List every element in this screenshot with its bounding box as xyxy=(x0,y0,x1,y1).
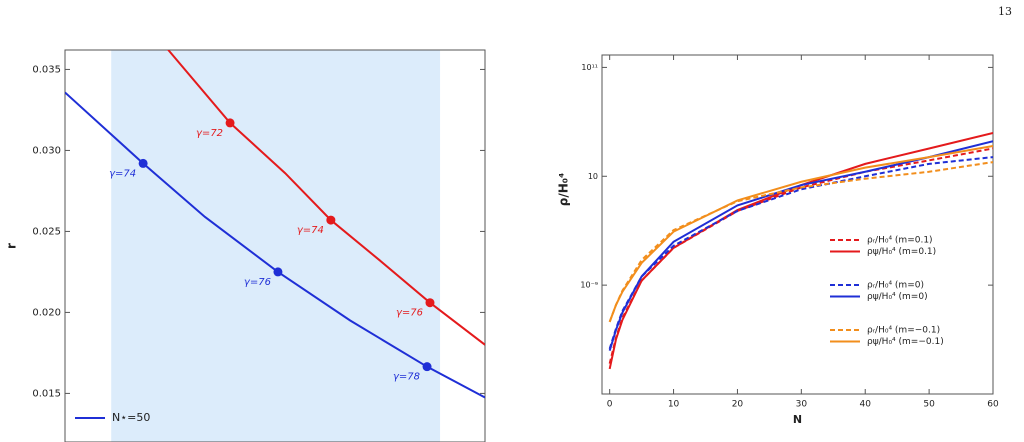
x-tick-label: 10 xyxy=(668,400,680,410)
series-line xyxy=(608,144,993,323)
point xyxy=(422,362,432,372)
page-number: 13 xyxy=(998,5,1012,18)
legend-label: ρᵣ/H₀⁴ (m=0.1) xyxy=(867,236,933,246)
plot-area xyxy=(608,131,993,370)
legend-label: ρψ/H₀⁴ (m=0.1) xyxy=(867,247,936,257)
series-line xyxy=(608,156,993,350)
plot-frame xyxy=(601,54,994,395)
y-tick-label: 10⁻⁹ xyxy=(580,281,598,290)
legend-label: ρψ/H₀⁴ (m=−0.1) xyxy=(867,337,944,347)
y-axis-label: ρ/H₀⁴ xyxy=(557,173,571,207)
point-label: γ=74 xyxy=(109,168,136,179)
point-label: γ=74 xyxy=(297,225,324,236)
plot-frame xyxy=(64,49,486,442)
point-label: γ=76 xyxy=(244,277,271,288)
x-tick-label: 0 xyxy=(607,400,613,410)
legend-label: ρψ/H₀⁴ (m=0) xyxy=(867,292,928,302)
point-label: γ=76 xyxy=(396,308,423,319)
x-axis-label: N xyxy=(793,413,802,426)
point-label: γ=72 xyxy=(196,128,223,139)
point xyxy=(326,215,336,225)
x-tick-label: 30 xyxy=(796,400,808,410)
point xyxy=(225,118,235,128)
y-tick-label: 10 xyxy=(588,172,598,181)
shaded-region xyxy=(111,50,441,442)
point xyxy=(138,158,148,168)
y-tick-label: 0.035 xyxy=(32,64,61,75)
y-tick-label: 0.025 xyxy=(32,226,61,237)
legend-label: N⋆=50 xyxy=(112,411,150,424)
x-tick-label: 20 xyxy=(732,400,744,410)
legend-label: ρᵣ/H₀⁴ (m=0) xyxy=(867,281,924,291)
x-tick-label: 60 xyxy=(987,400,999,410)
point xyxy=(273,267,283,277)
series-line xyxy=(608,131,993,370)
point-label: γ=78 xyxy=(393,372,420,383)
point xyxy=(425,298,435,308)
x-tick-label: 50 xyxy=(923,400,935,410)
y-tick-label: 0.020 xyxy=(32,307,61,318)
legend-label: ρᵣ/H₀⁴ (m=−0.1) xyxy=(867,326,940,336)
y-tick-label: 0.015 xyxy=(32,388,61,399)
y-tick-label: 0.030 xyxy=(32,145,61,156)
y-axis-label: r xyxy=(5,243,19,249)
y-tick-label: 10¹¹ xyxy=(581,63,598,72)
x-tick-label: 40 xyxy=(859,400,871,410)
series-line xyxy=(608,140,993,351)
